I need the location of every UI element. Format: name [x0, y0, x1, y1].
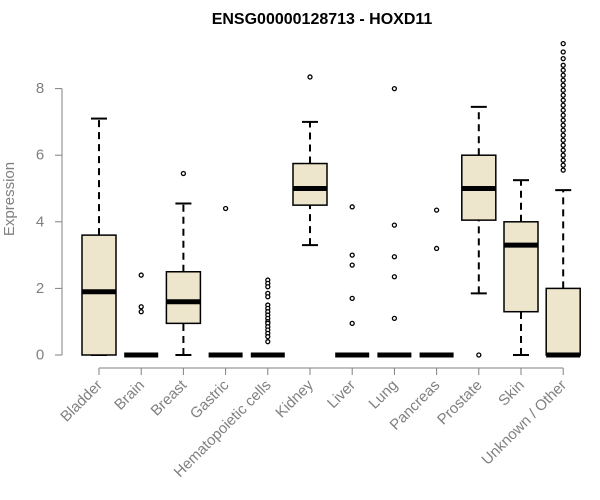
box-bladder	[81, 117, 117, 356]
outlier-point	[560, 132, 566, 138]
outlier-point	[560, 122, 566, 128]
outlier-point	[180, 170, 187, 177]
outlier-point	[560, 72, 566, 78]
outlier-point	[560, 87, 566, 93]
box-lung	[377, 85, 412, 358]
x-tick-label: Skin	[495, 377, 528, 410]
box-hematopoietic-cells	[250, 277, 285, 358]
box-body	[545, 287, 581, 356]
outlier-point	[265, 339, 271, 345]
x-tick-label: Bladder	[57, 377, 106, 426]
outlier-point	[560, 127, 566, 133]
box-breast	[165, 170, 202, 356]
outlier-point	[349, 252, 355, 258]
y-axis-label: Expression	[1, 162, 18, 236]
outlier-point	[391, 85, 398, 92]
outlier-point	[265, 284, 271, 290]
box-brain	[124, 272, 159, 358]
box-pancreas	[419, 207, 454, 358]
outlier-point	[391, 254, 398, 260]
y-tick-label: 0	[36, 347, 44, 364]
outlier-point	[391, 222, 398, 228]
outlier-point	[560, 67, 566, 73]
outlier-point	[560, 142, 566, 148]
box-body	[292, 162, 328, 206]
x-tick-label: Kidney	[272, 376, 317, 421]
x-tick-label: Lung	[366, 377, 402, 413]
outlier-point	[265, 334, 271, 340]
outlier-point	[560, 117, 566, 123]
box-skin	[503, 179, 539, 356]
outlier-point	[560, 147, 566, 153]
outlier-point	[349, 204, 355, 210]
box-liver	[335, 204, 370, 358]
outlier-point	[138, 309, 144, 315]
y-tick-label: 2	[36, 280, 44, 297]
y-tick-label: 4	[36, 213, 44, 230]
box-prostate	[461, 105, 497, 358]
outlier-point	[560, 137, 566, 143]
plot-area	[81, 40, 581, 358]
outlier-point	[349, 262, 355, 268]
box-body	[503, 221, 539, 313]
y-tick-label: 6	[36, 147, 44, 164]
outlier-point	[560, 77, 566, 83]
outlier-point	[560, 162, 566, 168]
outlier-point	[560, 62, 566, 68]
outlier-point	[391, 315, 398, 322]
y-axis: 0 2 4 6 8	[36, 80, 63, 364]
x-tick-label: Liver	[324, 377, 359, 412]
outlier-point	[476, 352, 482, 358]
outlier-point	[560, 92, 566, 98]
outlier-point	[433, 245, 440, 252]
outlier-point	[560, 167, 566, 173]
outlier-point	[349, 320, 355, 327]
outlier-point	[560, 55, 566, 62]
outlier-point	[391, 274, 398, 280]
outlier-point	[138, 272, 144, 278]
outlier-point	[560, 97, 566, 103]
outlier-point	[265, 294, 271, 300]
outlier-point	[560, 82, 566, 88]
chart-title: ENSG00000128713 - HOXD11	[212, 11, 433, 28]
outlier-point	[138, 304, 144, 310]
outlier-point	[560, 49, 566, 55]
x-tick-label: Brain	[111, 377, 148, 414]
box-unknown-other	[545, 40, 581, 358]
box-body	[165, 271, 202, 325]
outlier-point	[433, 207, 440, 213]
box-body	[81, 234, 117, 356]
outlier-point	[560, 157, 566, 163]
x-tick-label: Prostate	[434, 377, 486, 429]
outlier-point	[560, 112, 566, 118]
outlier-point	[349, 295, 355, 302]
outlier-point	[560, 102, 566, 108]
box-gastric	[208, 205, 243, 358]
box-kidney	[292, 74, 328, 247]
outlier-point	[307, 74, 313, 80]
outlier-point	[560, 107, 566, 113]
y-tick-label: 8	[36, 80, 44, 97]
x-tick-label: Breast	[148, 376, 191, 419]
outlier-point	[560, 152, 566, 158]
outlier-point	[560, 40, 566, 47]
outlier-point	[222, 205, 229, 212]
